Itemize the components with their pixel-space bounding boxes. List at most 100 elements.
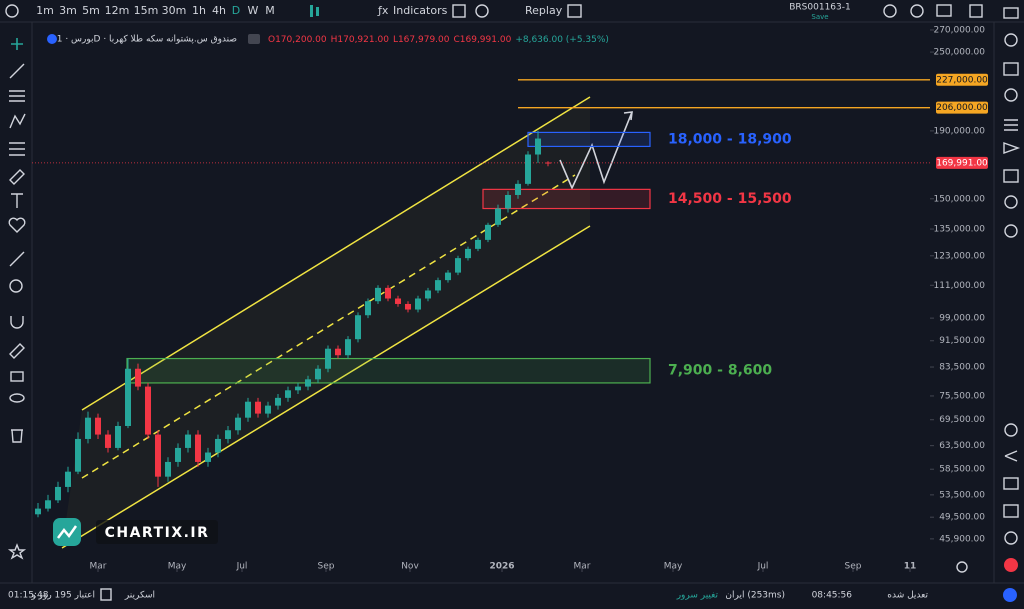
interval-button[interactable]: 30m bbox=[162, 4, 187, 17]
screener-button[interactable]: اسکرینر bbox=[124, 591, 155, 601]
sidebar-button[interactable] bbox=[1003, 62, 1019, 76]
user-avatar[interactable] bbox=[1003, 588, 1017, 602]
interval-button[interactable]: 4h bbox=[212, 4, 226, 17]
sidebar-button[interactable] bbox=[1003, 504, 1019, 518]
x-tick-label: Jul bbox=[236, 562, 248, 572]
axis-settings[interactable] bbox=[956, 561, 968, 573]
x-tick-label: Mar bbox=[574, 562, 591, 572]
zone bbox=[126, 357, 651, 384]
interval-button[interactable]: W bbox=[248, 4, 259, 17]
zoom-tool[interactable] bbox=[9, 279, 23, 293]
sidebar-button[interactable] bbox=[1003, 169, 1019, 183]
x-tick-label: May bbox=[168, 562, 187, 572]
arrow-head bbox=[623, 111, 633, 121]
prediction-tool[interactable] bbox=[9, 142, 25, 156]
replay-button[interactable]: Replay bbox=[525, 4, 563, 17]
sidebar-button[interactable] bbox=[1003, 142, 1021, 154]
layout-button[interactable] bbox=[567, 4, 582, 18]
candle-body bbox=[65, 471, 71, 487]
interval-button[interactable]: M bbox=[265, 4, 275, 17]
snapshot-button[interactable] bbox=[936, 4, 952, 17]
visibility-tool[interactable] bbox=[9, 393, 25, 403]
delete-tool[interactable] bbox=[11, 429, 23, 443]
crosshair-tool[interactable] bbox=[11, 38, 23, 50]
watermark: CHARTIX.IR bbox=[53, 518, 218, 546]
candle-body bbox=[455, 258, 461, 273]
watermark-bg bbox=[96, 520, 218, 544]
drawing-mode-tool[interactable] bbox=[9, 343, 25, 359]
y-tick-label: 270,000.00 bbox=[933, 25, 985, 35]
sidebar-button[interactable] bbox=[1003, 7, 1019, 19]
ping: ایران (253ms) bbox=[725, 591, 785, 601]
magnet-tool[interactable] bbox=[10, 316, 24, 329]
interval-button[interactable]: 5m bbox=[82, 4, 100, 17]
candle-body bbox=[395, 298, 401, 304]
candle-body bbox=[465, 248, 471, 259]
chart-type-button[interactable] bbox=[310, 5, 319, 17]
x-tick-label: May bbox=[664, 562, 683, 572]
sidebar-button[interactable] bbox=[1004, 450, 1018, 462]
interval-button[interactable]: D bbox=[232, 4, 240, 17]
r-button[interactable] bbox=[475, 4, 489, 18]
candle-body bbox=[295, 386, 301, 391]
price-tag bbox=[936, 101, 988, 114]
interval-button[interactable]: 3m bbox=[59, 4, 77, 17]
status-bar bbox=[0, 583, 1024, 609]
candle-body bbox=[475, 239, 481, 249]
interval-button[interactable]: 12m bbox=[105, 4, 130, 17]
line-tool[interactable] bbox=[9, 63, 25, 79]
alerts-button[interactable] bbox=[1004, 558, 1018, 572]
legend-toggle[interactable] bbox=[248, 34, 260, 44]
fib-tool[interactable] bbox=[9, 90, 25, 102]
sidebar-button[interactable] bbox=[1004, 195, 1018, 209]
templates-button[interactable] bbox=[452, 4, 466, 18]
candle-body bbox=[145, 386, 151, 435]
candle-body bbox=[435, 280, 441, 291]
candle-body bbox=[485, 224, 491, 240]
settings-button[interactable] bbox=[910, 4, 924, 18]
x-tick-label: Jul bbox=[757, 562, 769, 572]
save-status[interactable]: Save bbox=[811, 13, 828, 21]
candle-body bbox=[125, 368, 131, 426]
calendar-icon bbox=[100, 588, 112, 601]
candle-body bbox=[265, 405, 271, 414]
y-tick-label: 69,500.00 bbox=[939, 415, 985, 425]
text-tool[interactable] bbox=[11, 193, 23, 208]
lock-tool[interactable] bbox=[10, 371, 24, 382]
candle-body bbox=[135, 368, 141, 387]
watchlist-star[interactable] bbox=[7, 543, 27, 560]
y-tick-label: 250,000.00 bbox=[933, 48, 985, 58]
server-button[interactable]: تغییر سرور bbox=[676, 591, 719, 601]
legend-values: O170,200.00 H170,921.00 L167,979.00 C169,99… bbox=[268, 35, 609, 45]
symbol-name[interactable]: BRS001163-1 bbox=[789, 3, 850, 13]
legend-low: L167,979.00 bbox=[393, 35, 450, 45]
sidebar-button[interactable] bbox=[1004, 531, 1018, 545]
favorites-tool[interactable] bbox=[8, 217, 26, 233]
interval-button[interactable]: 15m bbox=[134, 4, 159, 17]
sidebar-button[interactable] bbox=[1004, 119, 1018, 131]
y-tick-label: 123,000.00 bbox=[933, 251, 985, 261]
channel-upper bbox=[81, 96, 591, 411]
fullscreen-button[interactable] bbox=[969, 4, 983, 18]
y-tick-label: 58,500.00 bbox=[939, 465, 985, 475]
sidebar-button[interactable] bbox=[1004, 88, 1018, 102]
interval-button[interactable]: 1h bbox=[192, 4, 206, 17]
candle-body bbox=[55, 486, 61, 501]
search-button[interactable] bbox=[883, 4, 897, 18]
sidebar-button[interactable] bbox=[1003, 477, 1019, 490]
sidebar-button[interactable] bbox=[1004, 33, 1018, 47]
fx-icon[interactable]: ƒx bbox=[377, 4, 389, 17]
indicators-button[interactable]: Indicators bbox=[393, 4, 448, 17]
pattern-tool[interactable] bbox=[9, 113, 26, 129]
sidebar-button[interactable] bbox=[1004, 423, 1018, 437]
interval-button[interactable]: 1m bbox=[36, 4, 54, 17]
top-bar bbox=[0, 0, 1024, 22]
candle-body bbox=[425, 290, 431, 299]
measure-tool[interactable] bbox=[9, 251, 25, 267]
adjusted-toggle[interactable]: تعدیل شده bbox=[887, 591, 928, 601]
sidebar-button[interactable] bbox=[1004, 224, 1018, 238]
add-symbol-button[interactable] bbox=[5, 4, 19, 18]
channel-fill bbox=[62, 97, 590, 548]
x-tick-label: Mar bbox=[90, 562, 107, 572]
brush-tool[interactable] bbox=[9, 169, 25, 185]
